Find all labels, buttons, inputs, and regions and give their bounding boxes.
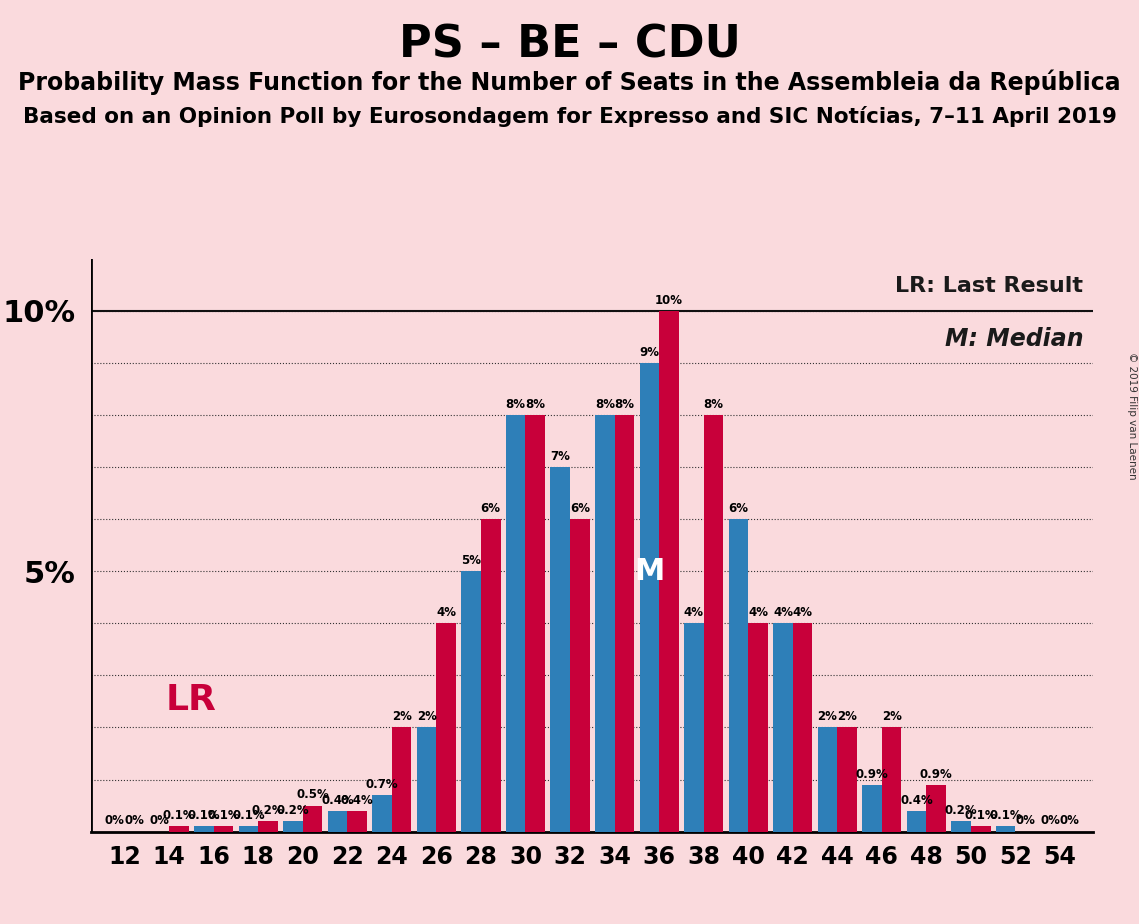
Text: 2%: 2% [837,711,857,723]
Bar [284,821,303,832]
Text: 0.1%: 0.1% [207,809,239,822]
Text: Based on an Opinion Poll by Eurosondagem for Expresso and SIC Notícias, 7–11 Apr: Based on an Opinion Poll by Eurosondagem… [23,106,1116,128]
Bar [436,624,456,832]
Text: 2%: 2% [417,711,436,723]
Text: 0.4%: 0.4% [900,794,933,807]
Bar [951,821,970,832]
Text: 8%: 8% [506,398,526,411]
Text: 6%: 6% [481,502,501,515]
Text: 4%: 4% [436,606,456,619]
Bar [639,363,659,832]
Bar [194,826,214,832]
Text: 0.2%: 0.2% [945,804,977,817]
Bar [926,784,947,832]
Text: 0%: 0% [105,814,124,827]
Bar [659,310,679,832]
Text: 0%: 0% [149,814,170,827]
Text: 0%: 0% [1040,814,1060,827]
Text: 8%: 8% [614,398,634,411]
Text: 0.2%: 0.2% [277,804,309,817]
Text: 2%: 2% [818,711,837,723]
Bar [995,826,1016,832]
Bar [347,810,367,832]
Text: 0.4%: 0.4% [341,794,374,807]
Bar [595,415,615,832]
Text: Probability Mass Function for the Number of Seats in the Assembleia da República: Probability Mass Function for the Number… [18,69,1121,95]
Text: 0.1%: 0.1% [163,809,195,822]
Text: 2%: 2% [392,711,411,723]
Bar [970,826,991,832]
Text: M: M [634,556,664,586]
Bar [238,826,259,832]
Bar [550,467,570,832]
Bar [837,727,857,832]
Text: 4%: 4% [748,606,768,619]
Text: 0.4%: 0.4% [321,794,354,807]
Text: 8%: 8% [595,398,615,411]
Bar [685,624,704,832]
Text: PS – BE – CDU: PS – BE – CDU [399,23,740,67]
Text: 4%: 4% [683,606,704,619]
Bar [818,727,837,832]
Bar [704,415,723,832]
Text: 0.2%: 0.2% [252,804,285,817]
Bar [259,821,278,832]
Text: 8%: 8% [704,398,723,411]
Text: 2%: 2% [882,711,902,723]
Text: 0.5%: 0.5% [296,788,329,801]
Text: 4%: 4% [793,606,812,619]
Text: 0.9%: 0.9% [855,768,888,781]
Text: © 2019 Filip van Laenen: © 2019 Filip van Laenen [1126,352,1137,480]
Bar [793,624,812,832]
Text: 10%: 10% [655,294,683,307]
Bar [461,571,481,832]
Bar [907,810,926,832]
Text: 9%: 9% [639,346,659,359]
Text: 6%: 6% [570,502,590,515]
Text: 0%: 0% [1060,814,1080,827]
Bar [729,519,748,832]
Text: 0.1%: 0.1% [990,809,1022,822]
Text: LR: LR [166,683,216,717]
Text: M: Median: M: Median [944,327,1083,351]
Bar [214,826,233,832]
Bar [570,519,590,832]
Text: 0%: 0% [1015,814,1035,827]
Text: 0.1%: 0.1% [965,809,997,822]
Text: 0%: 0% [124,814,145,827]
Bar [169,826,189,832]
Text: 0.9%: 0.9% [920,768,952,781]
Bar [417,727,436,832]
Text: 7%: 7% [550,450,571,463]
Bar [372,796,392,832]
Text: LR: Last Result: LR: Last Result [895,276,1083,296]
Bar [481,519,500,832]
Text: 8%: 8% [525,398,546,411]
Text: 0.1%: 0.1% [188,809,220,822]
Text: 6%: 6% [729,502,748,515]
Bar [748,624,768,832]
Bar [392,727,411,832]
Text: 0.7%: 0.7% [366,778,399,791]
Text: 4%: 4% [773,606,793,619]
Bar [615,415,634,832]
Bar [882,727,901,832]
Bar [506,415,525,832]
Bar [773,624,793,832]
Bar [328,810,347,832]
Bar [525,415,546,832]
Bar [303,806,322,832]
Bar [862,784,882,832]
Text: 5%: 5% [461,554,481,567]
Text: 0.1%: 0.1% [232,809,264,822]
